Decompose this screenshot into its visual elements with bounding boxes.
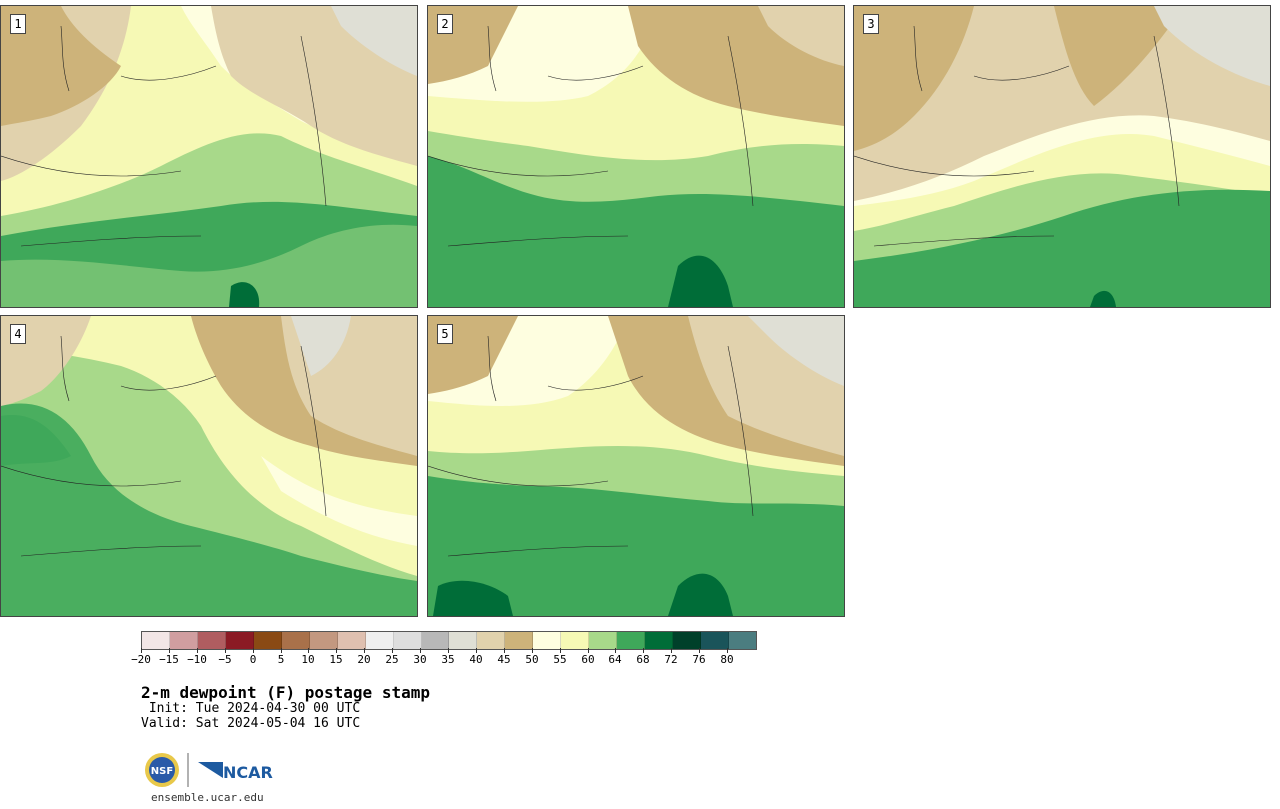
- panel-number-label: 2: [437, 14, 453, 34]
- color-tick-label: −15: [159, 653, 179, 666]
- color-tick: [336, 648, 337, 653]
- nsf-ncar-logo: NSF NCAR: [145, 753, 273, 787]
- logos: NSF NCAR: [143, 750, 283, 790]
- color-tick-label: 64: [608, 653, 622, 666]
- color-swatch: [673, 632, 702, 649]
- color-swatch: [729, 632, 756, 649]
- color-swatch: [281, 632, 310, 649]
- color-tick: [448, 648, 449, 653]
- color-tick-label: 60: [581, 653, 595, 666]
- dewpoint-map-2: [428, 6, 844, 307]
- color-tick: [253, 648, 254, 653]
- color-tick: [169, 648, 170, 653]
- color-tick: [532, 648, 533, 653]
- color-tick: [308, 648, 309, 653]
- panel-number-label: 3: [863, 14, 879, 34]
- color-swatch: [645, 632, 674, 649]
- color-tick-label: 5: [277, 653, 285, 666]
- color-tick: [392, 648, 393, 653]
- color-tick: [476, 648, 477, 653]
- color-tick: [671, 648, 672, 653]
- color-swatch: [365, 632, 394, 649]
- color-tick: [699, 648, 700, 653]
- dewpoint-map-1: [1, 6, 417, 307]
- ncar-logo-icon: NCAR: [198, 762, 273, 782]
- valid-time: Valid: Sat 2024-05-04 16 UTC: [141, 716, 361, 731]
- product-title: 2-m dewpoint (F) postage stamp: [141, 683, 430, 702]
- color-swatch: [169, 632, 198, 649]
- color-swatch: [701, 632, 730, 649]
- color-tick: [727, 648, 728, 653]
- color-swatch: [533, 632, 562, 649]
- site-url: ensemble.ucar.edu: [151, 791, 264, 804]
- color-swatch: [561, 632, 590, 649]
- color-scale-bar: [141, 631, 757, 650]
- color-tick: [225, 648, 226, 653]
- panel-number-label: 4: [10, 324, 26, 344]
- color-tick-label: 80: [720, 653, 734, 666]
- color-tick-label: 50: [525, 653, 539, 666]
- color-tick-label: 72: [664, 653, 678, 666]
- color-tick-label: −5: [218, 653, 232, 666]
- panel-number-label: 1: [10, 14, 26, 34]
- color-tick-label: 35: [441, 653, 455, 666]
- dewpoint-map-5: [428, 316, 844, 616]
- color-swatch: [393, 632, 422, 649]
- svg-text:NSF: NSF: [151, 766, 173, 777]
- color-tick-label: 10: [301, 653, 315, 666]
- color-tick: [197, 648, 198, 653]
- color-scale-ticks: −20 −15 −10 −5 0 5 10 15 20 25 30 35 40 45 50 55 60 64 68 7…: [131, 648, 757, 668]
- color-swatch: [142, 632, 170, 649]
- forecast-panel-2: 2: [427, 5, 845, 308]
- color-tick-label: −20: [131, 653, 151, 666]
- color-swatch: [589, 632, 618, 649]
- color-tick-label: 68: [636, 653, 650, 666]
- dewpoint-map-4: [1, 316, 417, 616]
- color-tick: [141, 648, 142, 653]
- color-swatch: [421, 632, 450, 649]
- forecast-panel-1: 1: [0, 5, 418, 308]
- color-swatch: [617, 632, 646, 649]
- color-tick-label: 45: [497, 653, 511, 666]
- color-tick-label: 30: [413, 653, 427, 666]
- nsf-logo-icon: NSF: [145, 753, 179, 787]
- color-tick: [420, 648, 421, 653]
- color-tick: [364, 648, 365, 653]
- color-swatch: [253, 632, 282, 649]
- color-tick-label: 55: [553, 653, 567, 666]
- color-swatch: [197, 632, 226, 649]
- color-swatch: [505, 632, 534, 649]
- color-tick-label: 0: [249, 653, 257, 666]
- color-tick-label: −10: [187, 653, 207, 666]
- color-swatch: [309, 632, 338, 649]
- color-tick-label: 76: [692, 653, 706, 666]
- color-tick: [281, 648, 282, 653]
- color-swatch: [477, 632, 506, 649]
- color-tick: [615, 648, 616, 653]
- forecast-panel-3: 3: [853, 5, 1271, 308]
- svg-text:NCAR: NCAR: [223, 763, 273, 782]
- color-swatch: [225, 632, 254, 649]
- forecast-panel-4: 4: [0, 315, 418, 617]
- color-swatch: [449, 632, 478, 649]
- dewpoint-map-3: [854, 6, 1270, 307]
- color-tick-label: 25: [385, 653, 399, 666]
- color-tick-label: 15: [329, 653, 343, 666]
- color-swatch: [337, 632, 366, 649]
- color-tick: [643, 648, 644, 653]
- color-tick-label: 40: [469, 653, 483, 666]
- forecast-panel-5: 5: [427, 315, 845, 617]
- color-tick: [560, 648, 561, 653]
- color-tick: [504, 648, 505, 653]
- color-tick: [588, 648, 589, 653]
- init-time: Init: Tue 2024-04-30 00 UTC: [141, 701, 361, 716]
- color-tick-label: 20: [357, 653, 371, 666]
- panel-number-label: 5: [437, 324, 453, 344]
